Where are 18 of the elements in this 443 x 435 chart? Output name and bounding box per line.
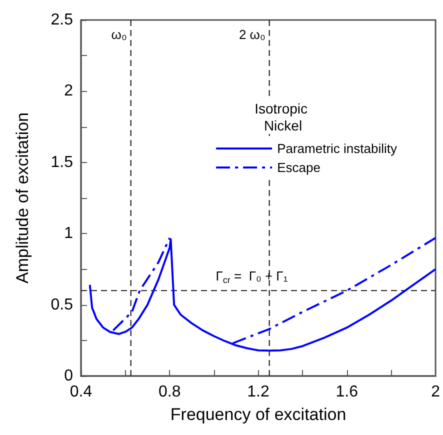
y-tick-label: 1 [64,225,74,242]
x-tick-label: 1.6 [336,384,358,400]
legend-title: Isotropic Nickel [254,100,312,134]
y-axis-title: Amplitude of excitation [13,112,32,284]
y-tick-label: 1.5 [50,154,74,171]
x-tick-label: 0.8 [158,384,181,400]
x-tick-label: 0.4 [70,384,92,400]
legend-label: Parametric instability [277,141,398,156]
x-tick-label: 2 [431,384,440,400]
ref-line-label: 2 ω₀ [238,27,266,42]
y-tick-label: 0 [64,368,74,384]
y-tick-label: 2 [64,82,74,100]
y-tick-label: 2.5 [50,12,74,28]
x-axis-title: Frequency of excitation [170,405,346,424]
x-tick-label: 1.2 [247,384,270,400]
ref-line-label: ω₀ [111,27,127,42]
y-tick-label: 0.5 [50,296,74,314]
legend-label: Escape [277,160,320,175]
